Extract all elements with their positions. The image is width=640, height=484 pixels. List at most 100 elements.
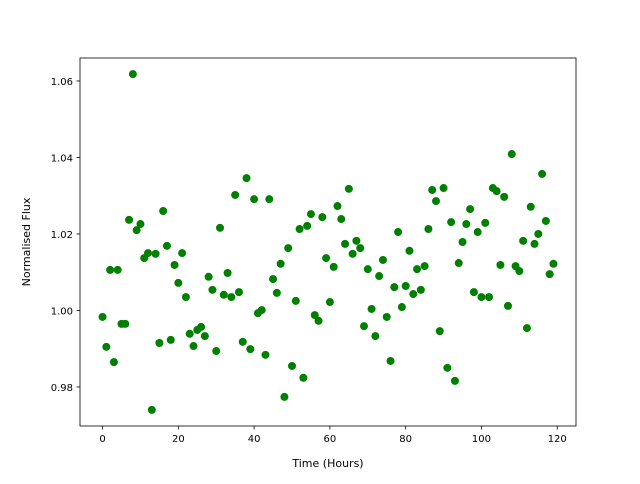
point — [496, 260, 505, 269]
point — [159, 207, 168, 216]
point — [341, 239, 350, 248]
point — [409, 290, 418, 299]
point — [216, 223, 225, 232]
point — [401, 281, 410, 290]
point — [325, 298, 334, 307]
point — [98, 312, 107, 321]
point — [269, 275, 278, 284]
point — [435, 327, 444, 336]
point — [234, 288, 243, 297]
y-tick-label: 1.02 — [51, 230, 73, 241]
point — [246, 345, 255, 354]
point — [155, 338, 164, 347]
point — [469, 288, 478, 297]
point — [515, 267, 524, 276]
point — [223, 268, 232, 277]
point — [481, 218, 490, 227]
point — [363, 265, 372, 274]
point — [189, 342, 198, 351]
point — [549, 259, 558, 268]
point — [458, 238, 467, 246]
point — [242, 174, 251, 183]
point — [306, 210, 315, 219]
point — [162, 241, 171, 250]
point — [200, 332, 209, 341]
point — [185, 329, 194, 338]
point — [394, 228, 403, 237]
point — [530, 239, 539, 248]
point — [329, 262, 338, 271]
point — [450, 376, 459, 385]
point — [534, 229, 543, 238]
point — [250, 195, 259, 204]
point — [231, 190, 240, 199]
point — [238, 337, 247, 346]
x-tick-label: 20 — [172, 434, 185, 445]
point — [485, 293, 494, 302]
point — [466, 205, 475, 214]
point — [128, 70, 137, 79]
point — [310, 311, 319, 320]
point — [136, 220, 145, 229]
point — [109, 358, 118, 367]
point — [178, 249, 187, 258]
point — [295, 224, 304, 233]
point — [227, 293, 236, 302]
point — [538, 169, 547, 178]
point — [166, 335, 175, 344]
point — [344, 184, 353, 193]
point — [503, 301, 512, 310]
point — [125, 215, 134, 224]
point — [322, 254, 331, 263]
x-tick-label: 0 — [99, 434, 105, 445]
point — [197, 322, 206, 331]
point — [390, 283, 399, 292]
point — [447, 218, 456, 227]
point — [257, 306, 266, 315]
point — [371, 332, 380, 341]
point — [318, 213, 327, 222]
point — [473, 228, 482, 237]
point — [367, 304, 376, 313]
point — [261, 350, 270, 359]
x-tick-label: 100 — [472, 434, 491, 445]
point — [170, 260, 179, 269]
point — [492, 187, 501, 196]
point — [151, 249, 160, 258]
point — [113, 265, 122, 274]
point — [454, 259, 463, 268]
point — [522, 324, 531, 333]
point — [420, 262, 429, 271]
point — [356, 244, 365, 253]
point — [443, 363, 452, 372]
y-tick-label: 1.00 — [51, 306, 73, 317]
point — [284, 244, 293, 253]
point — [439, 184, 448, 193]
point — [405, 246, 414, 255]
point — [500, 192, 509, 201]
point — [299, 373, 308, 382]
x-tick-label: 120 — [548, 434, 567, 445]
point — [375, 272, 384, 281]
point — [280, 392, 289, 401]
point — [428, 185, 437, 194]
point — [181, 293, 190, 302]
y-tick-label: 1.06 — [51, 77, 73, 88]
point — [424, 224, 433, 233]
point — [507, 150, 516, 159]
x-tick-label: 60 — [324, 434, 337, 445]
point — [348, 249, 357, 258]
point — [208, 285, 217, 294]
x-tick-label: 40 — [248, 434, 261, 445]
point — [337, 215, 346, 224]
point — [147, 405, 156, 414]
point — [132, 226, 141, 235]
point — [144, 249, 153, 258]
point — [462, 220, 471, 229]
point — [378, 255, 387, 264]
point — [204, 272, 213, 281]
point — [416, 285, 425, 294]
point — [314, 316, 323, 325]
y-tick-label: 1.04 — [51, 153, 73, 164]
